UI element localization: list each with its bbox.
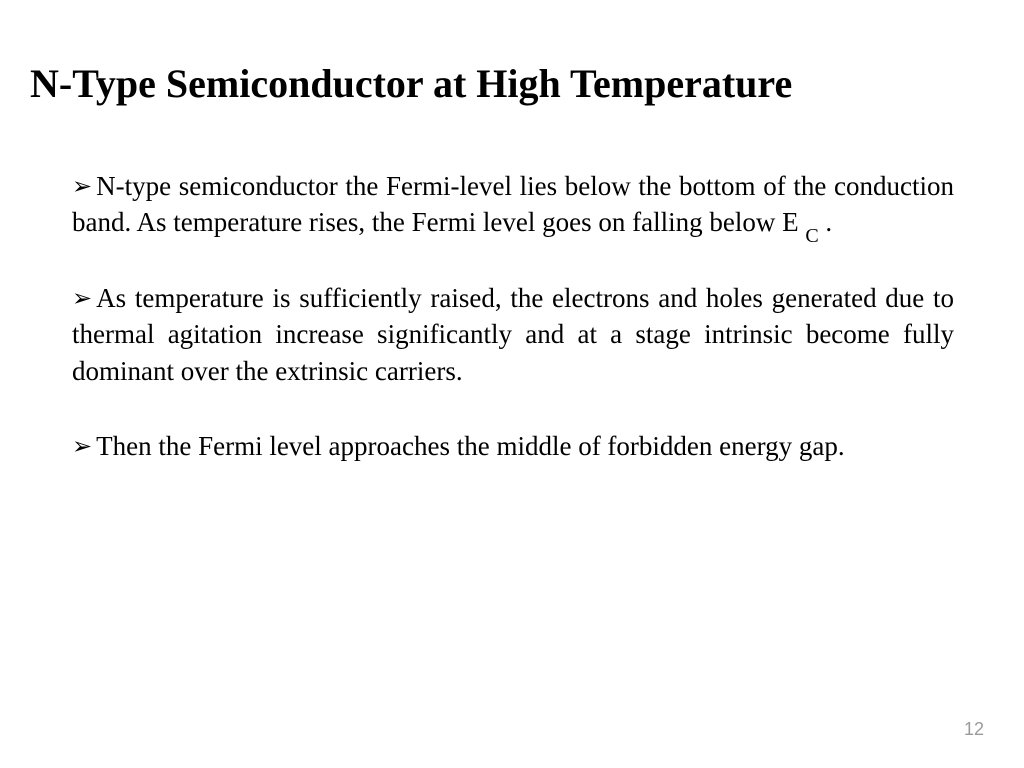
- bullet-item: ➢As temperature is sufficiently raised, …: [72, 280, 954, 394]
- bullet-text-post: .: [819, 207, 833, 237]
- bullet-arrow-icon: ➢: [72, 283, 92, 315]
- bullet-text-pre: As temperature is sufficiently raised, t…: [72, 283, 954, 386]
- bullet-item: ➢Then the Fermi level approaches the mid…: [72, 428, 954, 469]
- bullet-subscript: C: [805, 225, 818, 247]
- bullet-arrow-icon: ➢: [72, 431, 92, 463]
- slide: N-Type Semiconductor at High Temperature…: [0, 0, 1024, 768]
- bullet-item: ➢N-type semiconductor the Fermi-level li…: [72, 168, 954, 246]
- slide-title: N-Type Semiconductor at High Temperature: [30, 60, 994, 108]
- slide-body: ➢N-type semiconductor the Fermi-level li…: [30, 168, 994, 469]
- bullet-arrow-icon: ➢: [72, 171, 92, 203]
- bullet-text-pre: Then the Fermi level approaches the midd…: [96, 431, 845, 461]
- page-number: 12: [964, 719, 984, 740]
